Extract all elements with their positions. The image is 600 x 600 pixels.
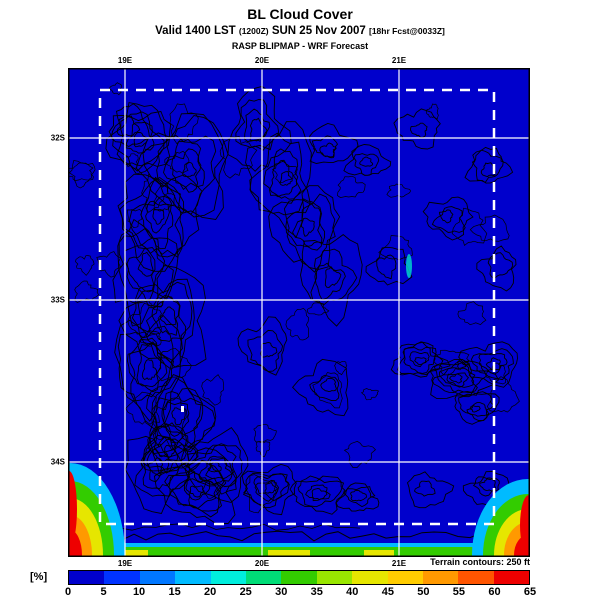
- colorbar-segment: [493, 571, 530, 584]
- colorbar-segment: [281, 571, 317, 584]
- map-canvas: [68, 68, 530, 557]
- colorbar-segment: [210, 571, 246, 584]
- x-tick-top: 21E: [391, 56, 407, 65]
- colorbar-tick-label: 30: [275, 586, 288, 598]
- colorbar-tick-label: 20: [204, 586, 217, 598]
- colorbar-segment: [316, 571, 353, 584]
- forecast-map: [68, 68, 530, 557]
- colorbar-tick-label: 25: [239, 586, 252, 598]
- colorbar-tick-label: 10: [132, 586, 146, 598]
- map-border: [68, 68, 530, 557]
- colorbar-segment: [139, 571, 176, 584]
- map-layers: [68, 68, 530, 557]
- colorbar-segment: [245, 571, 282, 584]
- x-tick-bottom: 21E: [391, 559, 407, 568]
- latlon-grid: [68, 68, 530, 557]
- colorbar-tick-label: 55: [452, 586, 466, 598]
- terrain-contours: [68, 82, 520, 542]
- page-title: BL Cloud Cover: [247, 6, 353, 22]
- colorbar-tick-label: 40: [346, 586, 359, 598]
- valid-time-line: Valid 1400 LST (1200Z) SUN 25 Nov 2007 […: [0, 25, 600, 37]
- colorbar-unit-label: [%]: [30, 571, 48, 583]
- x-tick-bottom: 20E: [254, 559, 270, 568]
- model-line: RASP BLIPMAP - WRF Forecast: [231, 41, 369, 51]
- x-tick-bottom: 19E: [117, 559, 133, 568]
- terrain-contour-note: Terrain contours: 250 ft: [430, 557, 530, 567]
- y-tick-left: 33S: [50, 295, 65, 305]
- colorbar-tick-label: 60: [488, 586, 501, 598]
- valid-prefix: Valid 1400 LST: [155, 25, 239, 37]
- cloud-patch: [406, 254, 412, 278]
- colorbar-segment: [175, 571, 211, 584]
- colorbar-segment: [69, 571, 105, 584]
- colorbar-tick-label: 65: [523, 586, 537, 598]
- y-tick-left: 34S: [50, 457, 65, 467]
- colorbar-segment: [352, 571, 388, 584]
- forecast-lead: [18hr Fcst@0033Z]: [369, 26, 445, 36]
- colorbar-segment: [458, 571, 494, 584]
- init-time: (1200Z): [238, 26, 269, 36]
- colorbar-segment: [422, 571, 459, 584]
- station-marker: [181, 406, 184, 412]
- y-tick-left: 32S: [50, 133, 65, 143]
- colorbar-tick-label: 50: [417, 586, 430, 598]
- cloud-0pct-field: [68, 68, 530, 557]
- x-tick-top: 20E: [254, 56, 270, 65]
- colorbar-tick-label: 45: [381, 586, 394, 598]
- colorbar-segment: [104, 571, 140, 584]
- colorbar-tick-label: 15: [168, 586, 181, 598]
- colorbar-tick-label: 35: [310, 586, 323, 598]
- colorbar-tick-label: 0: [64, 586, 72, 598]
- x-tick-top: 19E: [117, 56, 133, 65]
- colorbar-segment: [387, 571, 423, 584]
- coastal-cloud-bands: [68, 254, 530, 557]
- colorbar: [68, 570, 530, 585]
- valid-date: SUN 25 Nov 2007: [268, 25, 369, 37]
- colorbar-tick-label: 5: [100, 586, 107, 598]
